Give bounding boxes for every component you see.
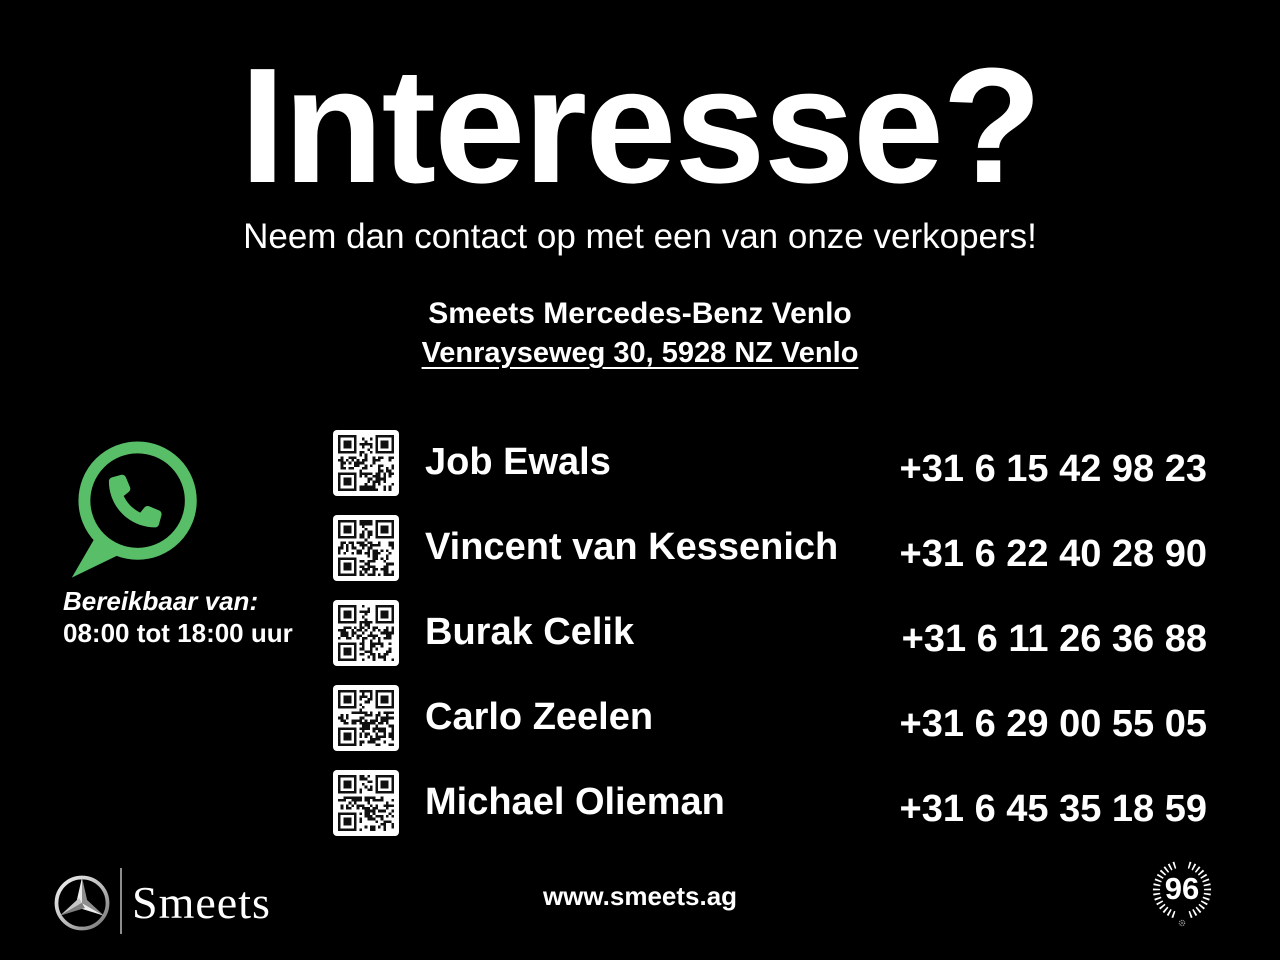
brand-logo-text: Smeets [132,877,271,928]
contact-row: Carlo Zeelen +31 6 29 00 55 05 [333,675,1207,760]
contact-row: Burak Celik +31 6 11 26 36 88 [333,590,1207,675]
whatsapp-icon [71,441,197,578]
contact-phone: +31 6 11 26 36 88 [901,618,1207,660]
contact-name: Michael Olieman [425,781,725,823]
qr-code-icon [333,599,399,666]
contact-name: Carlo Zeelen [425,696,654,738]
qr-code-icon [333,514,399,581]
contact-name: Vincent van Kessenich [425,526,839,568]
contact-phone: +31 6 45 35 18 59 [899,788,1207,830]
availability-block: Bereikbaar van: 08:00 tot 18:00 uur [63,586,343,649]
contact-row: Vincent van Kessenich +31 6 22 40 28 90 [333,505,1207,590]
qr-code-icon [333,684,399,751]
laurel-badge-icon: 96 [1152,861,1212,927]
contact-name: Job Ewals [425,441,611,483]
contact-phone: +31 6 29 00 55 05 [899,703,1207,745]
contact-phone: +31 6 15 42 98 23 [899,448,1207,490]
page-title: Interesse? [239,34,1042,217]
qr-code-icon [333,429,399,496]
mercedes-star-icon [54,875,110,931]
contact-row: Michael Olieman +31 6 45 35 18 59 [333,760,1207,845]
availability-label: Bereikbaar van: [63,586,259,616]
badge-number: 96 [1165,871,1199,906]
contact-row: Job Ewals +31 6 15 42 98 23 [333,420,1207,505]
availability-hours: 08:00 tot 18:00 uur [63,617,293,648]
footer-divider [120,868,122,934]
website-url: www.smeets.ag [542,881,738,911]
contact-list: Job Ewals +31 6 15 42 98 23 Vincent van … [333,420,1207,845]
page-subtitle: Neem dan contact op met een van onze ver… [243,217,1037,256]
dealer-name: Smeets Mercedes-Benz Venlo [428,297,852,330]
dealer-address: Venrayseweg 30, 5928 NZ Venlo [421,337,859,369]
contact-phone: +31 6 22 40 28 90 [899,533,1207,575]
qr-code-icon [333,769,399,836]
contact-name: Burak Celik [425,611,635,653]
